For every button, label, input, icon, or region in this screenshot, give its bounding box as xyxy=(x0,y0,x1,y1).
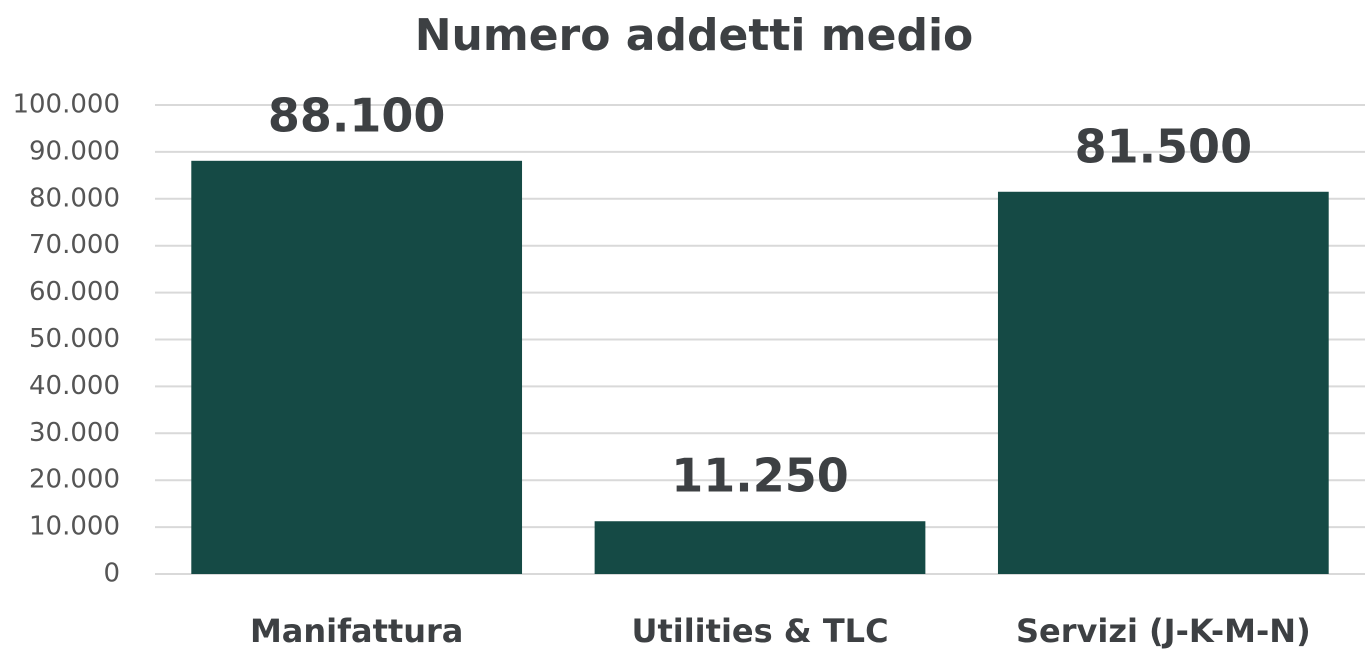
y-tick-label: 20.000 xyxy=(29,465,120,495)
chart-title: Numero addetti medio xyxy=(415,10,974,61)
y-tick-label: 50.000 xyxy=(29,324,120,354)
bar xyxy=(997,191,1329,574)
x-tick-label: Servizi (J-K-M-N) xyxy=(1016,612,1311,650)
y-tick-label: 80.000 xyxy=(29,183,120,213)
y-tick-label: 70.000 xyxy=(29,230,120,260)
bar xyxy=(594,521,926,574)
y-tick-label: 90.000 xyxy=(29,136,120,166)
y-tick-label: 10.000 xyxy=(29,512,120,542)
data-label: 11.250 xyxy=(671,449,849,503)
y-tick-label: 30.000 xyxy=(29,418,120,448)
x-tick-label: Utilities & TLC xyxy=(631,612,888,650)
data-label: 88.100 xyxy=(268,88,446,142)
bar xyxy=(191,160,523,574)
y-tick-label: 60.000 xyxy=(29,277,120,307)
data-label: 81.500 xyxy=(1075,119,1253,173)
y-tick-label: 0 xyxy=(103,559,120,589)
x-tick-label: Manifattura xyxy=(250,612,463,650)
y-tick-label: 100.000 xyxy=(12,90,120,120)
y-tick-label: 40.000 xyxy=(29,371,120,401)
